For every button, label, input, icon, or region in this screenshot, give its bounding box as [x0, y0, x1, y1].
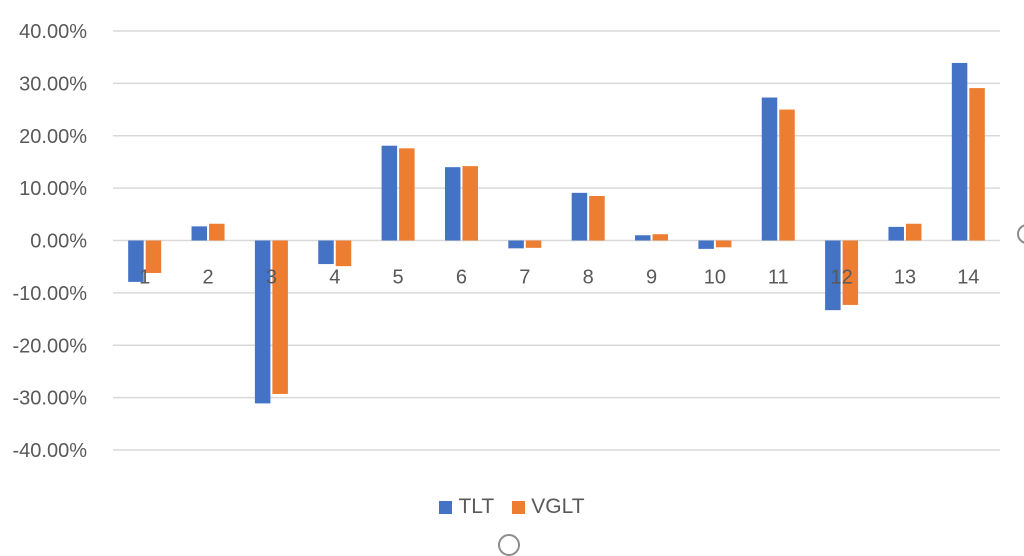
- x-axis-tick-labels: 1 2 3 4 5 6 7 8 9 10 11 12 13 14: [139, 267, 979, 289]
- chart: 40.00% 30.00% 20.00% 10.00% 0.00% -10.00% -20.…: [0, 21, 1024, 556]
- legend-swatch-series-2: [512, 500, 526, 514]
- chart-canvas: 40.00% 30.00% 20.00% 10.00% 0.00% -10.00% -20.…: [13, 21, 1000, 462]
- x-tick-label: 8: [583, 267, 594, 289]
- x-tick-label: 12: [830, 267, 852, 289]
- legend-swatch-series-1: [439, 500, 453, 514]
- bar-vglt-6: [462, 166, 478, 241]
- bar-tlt-14: [951, 62, 968, 241]
- x-tick-label: 7: [519, 267, 530, 289]
- bar-vglt-1: [145, 240, 162, 273]
- legend: TLT VGLT: [0, 492, 1024, 522]
- y-axis-tick-labels: 40.00% 30.00% 20.00% 10.00% 0.00% -10.00% -20.…: [13, 21, 88, 462]
- bar-vglt-13: [905, 223, 922, 241]
- x-tick-label: 3: [266, 267, 277, 289]
- bar-vglt-5: [399, 148, 415, 241]
- bar-tlt-10: [698, 240, 714, 249]
- y-tick-label: 40.00%: [19, 21, 87, 43]
- bar-tlt-8: [571, 192, 588, 241]
- y-tick-label: 30.00%: [19, 73, 87, 95]
- bar-vglt-9: [652, 234, 669, 241]
- x-tick-label: 4: [329, 267, 340, 289]
- bar-tlt-4: [318, 240, 334, 265]
- bar-vglt-12: [842, 240, 859, 305]
- y-tick-label: -40.00%: [13, 440, 88, 462]
- bars: [128, 62, 985, 404]
- y-tick-label: 0.00%: [30, 231, 87, 253]
- bar-tlt-13: [888, 226, 904, 241]
- x-tick-label: 10: [704, 267, 726, 289]
- bar-vglt-8: [589, 195, 605, 241]
- x-tick-label: 13: [894, 267, 916, 289]
- bar-tlt-3: [254, 240, 271, 404]
- y-tick-label: -10.00%: [13, 283, 88, 305]
- x-tick-label: 2: [202, 267, 213, 289]
- bar-tlt-7: [508, 240, 524, 249]
- bar-vglt-4: [335, 240, 352, 267]
- bar-tlt-5: [381, 145, 398, 241]
- bar-tlt-1: [128, 240, 144, 282]
- bar-vglt-10: [715, 240, 732, 248]
- y-tick-label: 10.00%: [19, 178, 87, 200]
- y-tick-label: 20.00%: [19, 126, 87, 148]
- bar-vglt-11: [779, 109, 795, 241]
- legend-label-series-2: VGLT: [531, 495, 585, 518]
- bar-tlt-2: [191, 226, 208, 241]
- bar-vglt-14: [969, 88, 985, 241]
- x-tick-label: 5: [393, 267, 404, 289]
- bar-vglt-2: [209, 223, 225, 241]
- legend-item-series-1: TLT: [439, 495, 494, 519]
- gridlines: [113, 30, 1000, 451]
- bar-vglt-7: [525, 240, 542, 248]
- bar-vglt-3: [272, 240, 288, 394]
- y-tick-label: -30.00%: [13, 388, 88, 410]
- bar-tlt-6: [444, 167, 461, 241]
- x-tick-label: 9: [646, 267, 657, 289]
- x-tick-label: 11: [768, 267, 789, 289]
- legend-item-series-2: VGLT: [512, 495, 585, 519]
- x-tick-label: 6: [456, 267, 467, 289]
- x-tick-label: 1: [139, 267, 150, 289]
- partial-circle-bottom-edge: [498, 534, 520, 556]
- legend-label-series-1: TLT: [458, 495, 495, 518]
- bar-tlt-12: [825, 240, 841, 311]
- x-tick-label: 14: [957, 267, 979, 289]
- bar-tlt-9: [635, 235, 651, 241]
- y-tick-label: -20.00%: [13, 335, 88, 357]
- bar-tlt-11: [761, 97, 778, 241]
